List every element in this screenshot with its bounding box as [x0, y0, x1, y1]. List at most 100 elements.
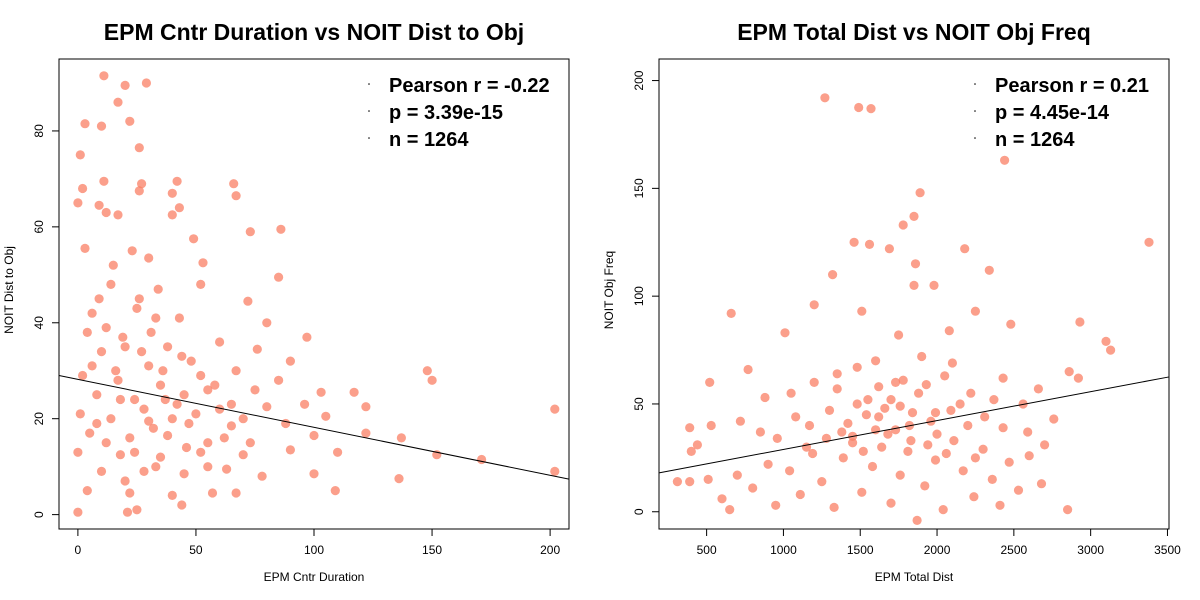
p-value-text: p = 4.45e-14	[995, 102, 1110, 124]
data-point	[946, 405, 956, 415]
data-point	[685, 477, 695, 487]
regression-line	[658, 376, 1170, 474]
data-point	[1064, 367, 1074, 377]
data-point	[932, 429, 942, 439]
data-point	[477, 454, 487, 465]
x-tick-label: 2500	[1000, 543, 1027, 557]
data-point	[361, 402, 371, 412]
data-point	[167, 188, 177, 198]
data-point	[843, 418, 853, 428]
data-point	[101, 207, 111, 218]
data-point	[174, 313, 184, 323]
data-point	[274, 272, 284, 282]
data-point	[686, 446, 696, 456]
data-point	[75, 150, 85, 160]
data-point	[120, 80, 130, 90]
data-point	[155, 380, 166, 390]
data-point	[970, 453, 981, 463]
data-point	[824, 405, 835, 415]
data-point	[832, 384, 842, 394]
data-point	[132, 505, 142, 515]
data-point	[144, 253, 154, 263]
y-axis: 0 20 40 60 80	[32, 124, 59, 518]
data-point	[139, 404, 149, 414]
data-point	[257, 471, 267, 481]
data-point	[809, 377, 819, 387]
data-point	[106, 279, 116, 289]
data-point	[874, 382, 884, 392]
data-point	[829, 502, 839, 512]
data-point	[179, 469, 189, 479]
data-point	[167, 490, 177, 500]
data-point	[113, 97, 123, 107]
legend-marker	[368, 137, 370, 139]
data-point	[226, 421, 236, 431]
data-point	[883, 429, 893, 439]
data-point	[144, 361, 154, 371]
data-point	[838, 453, 848, 463]
data-point	[333, 447, 343, 457]
chart-title: EPM Total Dist vs NOIT Obj Freq	[737, 19, 1091, 45]
data-point	[1040, 440, 1050, 450]
data-point	[125, 433, 135, 443]
data-point	[262, 402, 272, 412]
data-point	[915, 188, 925, 198]
y-tick-label: 50	[632, 397, 646, 411]
data-point	[1073, 373, 1083, 383]
data-point	[1024, 451, 1034, 461]
data-point	[134, 294, 144, 304]
data-point	[1004, 457, 1014, 467]
data-point	[1049, 414, 1059, 424]
y-axis-label: NOIT Obj Freq	[602, 251, 616, 329]
data-point	[772, 433, 782, 443]
data-point	[167, 210, 177, 220]
data-point	[196, 370, 206, 381]
data-point	[1036, 479, 1047, 489]
data-point	[909, 280, 919, 290]
data-point	[1023, 427, 1033, 437]
scatter-panel-total-dist: EPM Total Dist vs NOIT Obj Freq EPM Tota…	[602, 19, 1181, 584]
x-axis-label: EPM Cntr Duration	[264, 570, 365, 584]
data-point	[795, 489, 805, 500]
data-point	[120, 476, 130, 486]
data-point	[78, 370, 88, 381]
data-point	[848, 438, 858, 448]
data-point	[73, 447, 83, 457]
data-point	[231, 488, 241, 498]
y-tick-label: 80	[32, 124, 46, 138]
data-point	[196, 279, 206, 289]
legend-marker	[368, 110, 370, 112]
data-point	[763, 459, 773, 469]
data-point	[1013, 485, 1024, 495]
data-point	[85, 428, 95, 438]
data-point	[396, 433, 406, 443]
data-point	[113, 375, 123, 385]
data-point	[884, 244, 895, 254]
data-point	[134, 186, 144, 196]
y-tick-label: 150	[632, 178, 646, 198]
data-point	[321, 411, 331, 421]
data-point	[82, 327, 92, 337]
data-point	[760, 392, 770, 403]
y-tick-label: 20	[32, 412, 46, 426]
x-tick-label: 500	[697, 543, 717, 557]
data-point	[349, 387, 359, 397]
data-point	[238, 414, 248, 424]
data-point	[422, 366, 432, 376]
x-tick-label: 2000	[924, 543, 951, 557]
data-point	[692, 440, 703, 450]
data-point	[184, 418, 194, 429]
data-point	[153, 284, 163, 294]
data-point	[941, 448, 951, 459]
data-point	[73, 507, 83, 517]
data-point	[938, 505, 948, 515]
data-point	[940, 371, 950, 381]
data-point	[226, 399, 236, 409]
data-point	[857, 487, 867, 497]
data-point	[914, 388, 924, 398]
data-point	[1000, 155, 1010, 165]
data-point	[1063, 505, 1073, 515]
data-point	[96, 347, 107, 357]
data-point	[94, 200, 104, 210]
